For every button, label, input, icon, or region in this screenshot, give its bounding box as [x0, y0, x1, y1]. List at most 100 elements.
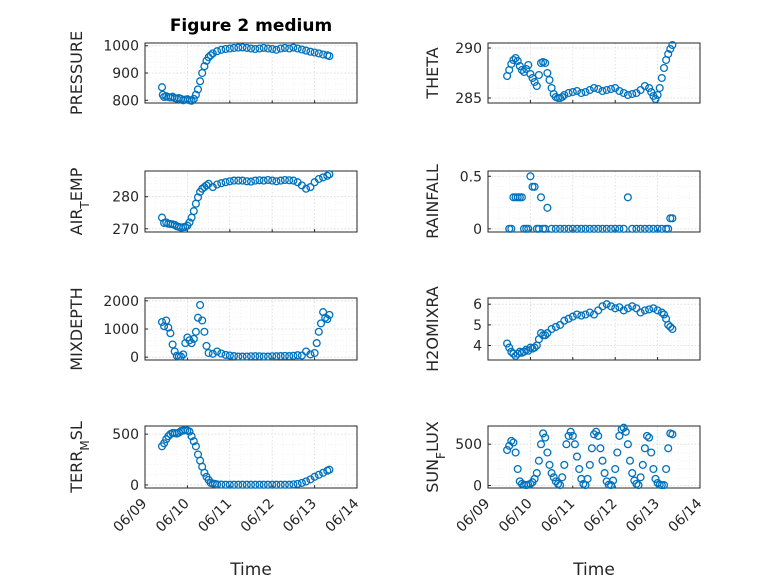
- data-point: [238, 43, 247, 52]
- data-point: [638, 460, 647, 469]
- data-point: [560, 224, 569, 233]
- data-point: [242, 177, 251, 186]
- data-point: [645, 83, 654, 93]
- data-point: [196, 300, 205, 310]
- data-point: [306, 475, 315, 484]
- data-point: [598, 302, 607, 311]
- y-axis-label-end: LUX: [423, 421, 442, 452]
- data-point: [272, 480, 281, 489]
- data-point: [645, 305, 654, 314]
- data-point: [602, 85, 611, 95]
- y-axis-label: THETA: [423, 47, 442, 99]
- data-point: [517, 193, 526, 202]
- data-point: [323, 315, 332, 324]
- data-point: [589, 224, 599, 233]
- data-point: [325, 170, 334, 179]
- data-point: [198, 316, 207, 325]
- data-point: [319, 173, 328, 182]
- y-tick-label: 4: [473, 339, 482, 355]
- data-point: [259, 480, 268, 489]
- subplot-mixdepth: 0 1000 2000 MIXDEPTH: [67, 287, 358, 371]
- data-point: [558, 473, 567, 482]
- data-point: [534, 70, 543, 80]
- data-point: [653, 306, 662, 315]
- data-point: [229, 352, 239, 361]
- data-point: [621, 427, 630, 436]
- data-point: [556, 320, 565, 329]
- data-point: [259, 43, 268, 52]
- y-axis-label-main: MIXDEPTH: [67, 287, 86, 370]
- data-point: [289, 176, 298, 185]
- data-point: [541, 433, 550, 442]
- data-point: [598, 224, 607, 233]
- x-tick-label: 06/11: [538, 496, 578, 536]
- data-point: [666, 44, 675, 54]
- data-point: [234, 176, 243, 185]
- data-point: [503, 339, 512, 348]
- data-point: [187, 96, 196, 105]
- data-point: [319, 468, 328, 477]
- y-tick-label: 285: [455, 91, 482, 107]
- data-point: [511, 351, 520, 360]
- data-point: [263, 175, 273, 185]
- data-point: [238, 480, 247, 489]
- data-point: [530, 77, 539, 87]
- data-point: [221, 178, 230, 187]
- data-point: [619, 224, 628, 233]
- y-tick-label: 500: [455, 437, 482, 453]
- data-point: [229, 43, 239, 52]
- data-point: [594, 431, 603, 440]
- data-point: [659, 481, 669, 490]
- data-point: [208, 349, 217, 358]
- data-point: [221, 350, 230, 359]
- data-point: [507, 224, 516, 233]
- data-point: [551, 322, 560, 331]
- data-point: [293, 351, 302, 360]
- data-point: [285, 176, 294, 185]
- data-point: [217, 349, 226, 358]
- subplot-rainfall: 0 0.5 RAINFALL: [423, 164, 701, 239]
- data-point: [611, 304, 620, 313]
- data-point: [581, 310, 590, 319]
- data-point: [581, 224, 590, 233]
- data-point: [596, 444, 605, 453]
- data-point: [632, 304, 641, 313]
- y-axis-label-main: PRESSURE: [67, 31, 86, 115]
- data-point: [200, 468, 209, 477]
- data-point: [263, 352, 273, 361]
- data-point: [572, 86, 582, 96]
- data-point: [623, 304, 632, 313]
- data-point: [272, 177, 281, 186]
- data-point: [507, 59, 516, 69]
- data-point: [668, 430, 677, 439]
- data-point: [623, 90, 632, 100]
- data-point: [547, 324, 556, 334]
- data-point: [536, 193, 546, 202]
- data-point: [530, 343, 539, 352]
- y-tick-label: 5: [473, 318, 482, 334]
- data-point: [314, 327, 323, 336]
- data-point: [592, 427, 601, 436]
- data-point: [221, 480, 230, 489]
- data-point: [204, 348, 213, 358]
- y-tick-label: 6: [473, 297, 482, 313]
- data-point: [600, 469, 609, 478]
- data-point: [238, 176, 247, 185]
- x-tick-label: 06/10: [496, 496, 536, 536]
- data-point: [166, 329, 175, 338]
- data-point: [255, 176, 264, 185]
- data-point: [280, 351, 289, 360]
- data-point: [255, 44, 264, 53]
- y-tick-label: 800: [112, 93, 139, 109]
- data-point: [609, 476, 618, 485]
- data-point: [513, 464, 522, 474]
- y-tick-label: 0.5: [460, 169, 482, 185]
- data-point: [185, 218, 194, 227]
- data-point: [568, 224, 577, 233]
- data-point: [280, 43, 289, 52]
- data-point: [556, 224, 565, 233]
- data-point: [176, 352, 186, 361]
- data-point: [234, 43, 243, 52]
- data-point: [613, 448, 622, 457]
